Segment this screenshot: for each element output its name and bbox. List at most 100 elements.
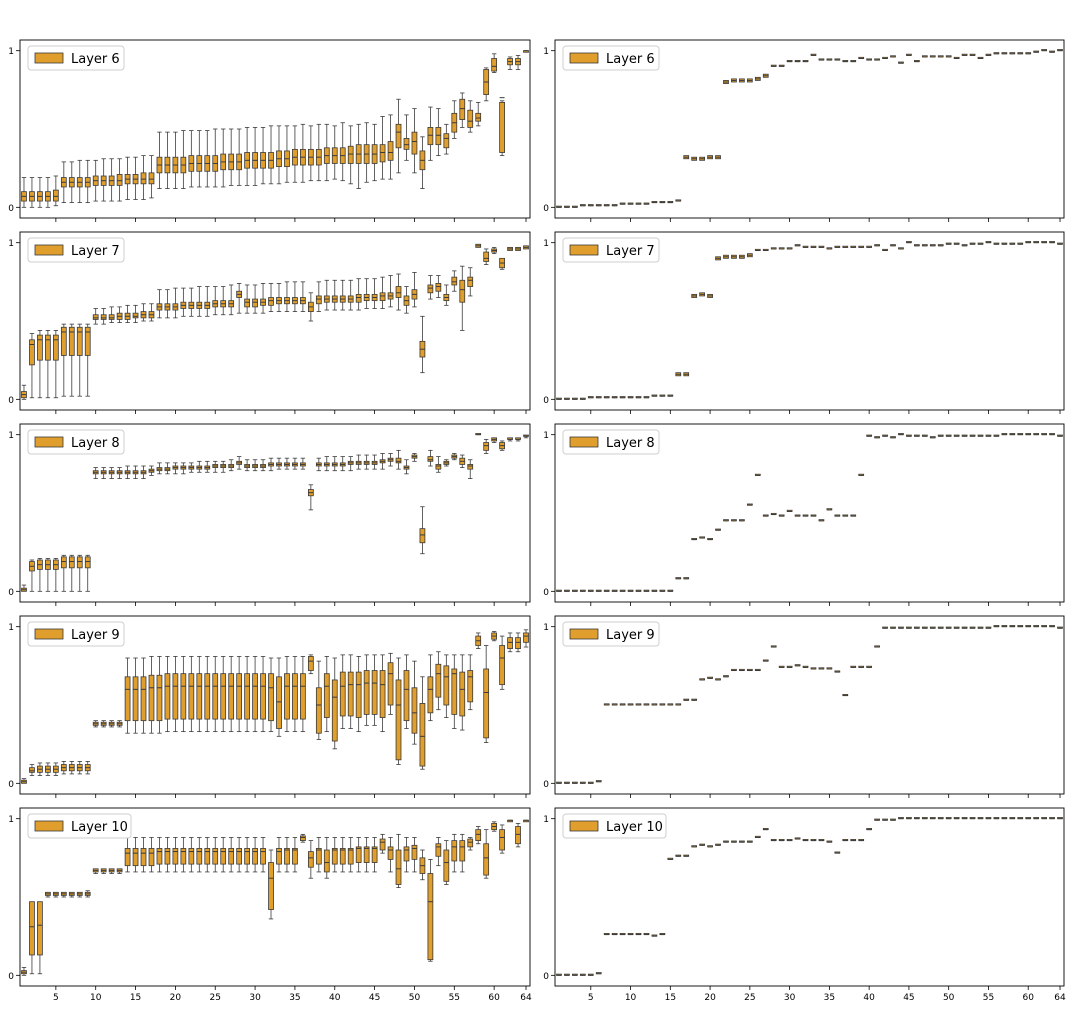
iqr-box: [292, 848, 298, 865]
box-11: [635, 589, 642, 592]
box-22: [188, 287, 195, 317]
box-56: [459, 654, 466, 731]
box-24: [204, 460, 211, 473]
box-9: [84, 554, 91, 592]
box-57: [467, 459, 474, 479]
box-60: [1025, 625, 1032, 628]
box-3: [37, 177, 43, 208]
y-tick-label: 0: [543, 972, 549, 982]
box-6: [595, 589, 602, 592]
box-39: [858, 245, 865, 248]
box-13: [116, 720, 123, 728]
box-54: [443, 459, 450, 467]
box-56: [993, 817, 1000, 820]
iqr-box: [515, 637, 521, 650]
box-29: [778, 839, 785, 842]
legend-frame: [27, 813, 132, 839]
iqr-box: [435, 663, 442, 698]
box-63: [1049, 241, 1055, 244]
box-53: [435, 456, 442, 473]
box-10: [92, 159, 99, 202]
x-tick-label: 55: [449, 993, 460, 1003]
box-43: [355, 454, 362, 470]
box-53: [969, 626, 976, 629]
box-13: [651, 934, 658, 937]
box-34: [284, 837, 290, 873]
box-6: [60, 323, 67, 397]
box-34: [284, 656, 290, 733]
box-18: [691, 845, 698, 848]
iqr-box: [499, 101, 505, 153]
box-48: [929, 626, 936, 629]
x-tick-label: 15: [665, 993, 676, 1003]
box-36: [834, 514, 841, 517]
box-59: [1017, 52, 1024, 55]
box-3: [37, 329, 43, 399]
box-24: [204, 286, 211, 317]
box-61: [499, 440, 505, 451]
box-20: [707, 155, 713, 160]
box-61: [1033, 625, 1040, 628]
box-31: [794, 664, 801, 667]
box-25: [746, 78, 753, 83]
box-43: [355, 278, 362, 311]
box-60: [491, 246, 498, 255]
box-57: [1001, 625, 1008, 628]
box-31: [260, 283, 266, 314]
box-37: [307, 840, 314, 879]
box-17: [683, 155, 690, 160]
box-2: [29, 901, 35, 975]
legend-swatch: [34, 820, 64, 832]
box-40: [331, 125, 338, 180]
box-27: [762, 73, 769, 78]
box-6: [60, 554, 67, 592]
x-tick-label: 5: [588, 993, 594, 1003]
box-26: [754, 835, 761, 838]
box-32: [802, 514, 809, 517]
box-33: [276, 283, 282, 313]
legend-frame: [27, 237, 125, 263]
box-41: [874, 818, 880, 821]
box-27: [228, 656, 235, 733]
box-27: [762, 514, 769, 517]
box-23: [196, 837, 203, 873]
box-14: [659, 932, 666, 936]
box-25: [746, 503, 753, 506]
box-56: [993, 52, 1000, 55]
box-57: [1001, 817, 1008, 820]
box-4: [579, 397, 586, 400]
legend-label: Layer 8: [71, 436, 120, 451]
box-44: [363, 122, 370, 183]
box-15: [132, 304, 139, 323]
iqr-box: [156, 848, 163, 865]
legend-frame: [562, 429, 660, 455]
box-49: [937, 817, 944, 820]
box-19: [699, 678, 705, 681]
box-10: [627, 396, 634, 399]
box-7: [68, 161, 75, 204]
subplot-left-3: 0 1 Layer 8: [8, 423, 531, 606]
box-49: [403, 459, 410, 475]
box-35: [292, 125, 298, 183]
box-57: [467, 837, 474, 851]
box-55: [985, 53, 992, 56]
x-tick-label: 64: [1054, 993, 1066, 1003]
box-51: [419, 676, 426, 770]
box-13: [651, 201, 658, 204]
box-24: [204, 837, 211, 873]
box-44: [898, 817, 904, 820]
box-16: [140, 155, 147, 200]
subplot-right-2: 0 1 Layer 7: [543, 231, 1065, 414]
box-14: [659, 589, 666, 592]
box-39: [323, 837, 330, 879]
y-tick-label: 1: [543, 239, 549, 249]
x-tick-label: 35: [824, 993, 835, 1003]
box-1: [556, 781, 562, 784]
iqr-box: [387, 662, 394, 706]
box-46: [379, 453, 386, 470]
iqr-box: [331, 848, 338, 865]
box-19: [699, 843, 705, 846]
legend-swatch: [569, 628, 599, 640]
box-2: [564, 781, 570, 784]
box-57: [467, 100, 474, 133]
